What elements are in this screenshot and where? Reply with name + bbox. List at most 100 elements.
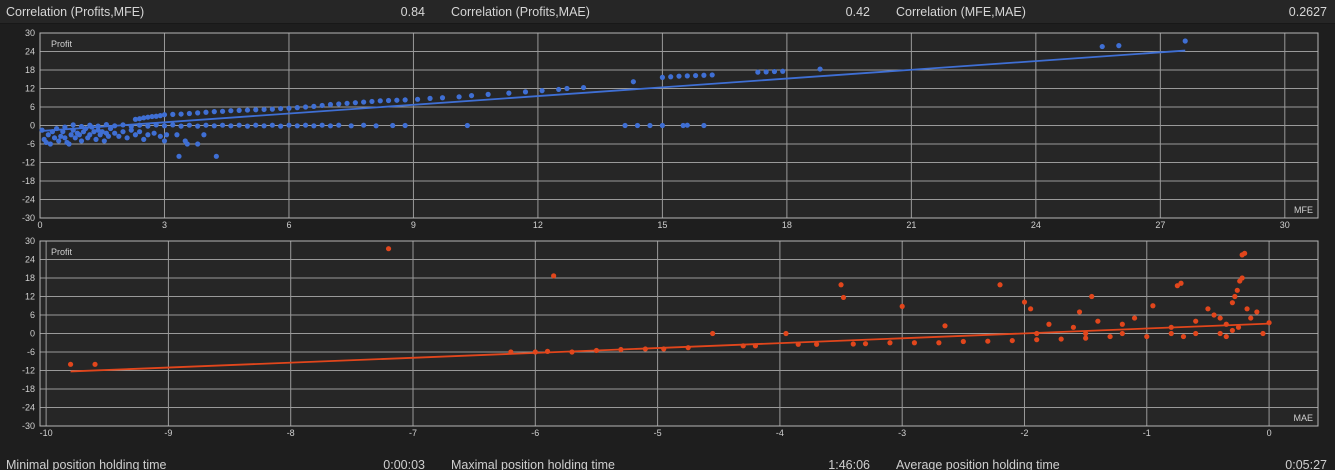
x-tick-label: -2	[1020, 428, 1028, 438]
y-tick-label: 18	[25, 273, 35, 283]
data-point	[1107, 333, 1113, 340]
data-point	[763, 69, 769, 75]
data-point	[211, 123, 217, 129]
data-point	[286, 122, 292, 128]
data-point	[311, 103, 317, 109]
data-point	[244, 107, 251, 113]
data-point	[1217, 330, 1223, 337]
data-point	[319, 102, 325, 109]
data-point	[1034, 337, 1040, 343]
data-point	[161, 112, 168, 118]
data-point	[960, 338, 966, 345]
x-tick-label: 30	[1280, 220, 1290, 230]
data-point	[1119, 330, 1125, 337]
y-tick-label: 30	[25, 28, 35, 38]
x-tick-label: -10	[40, 428, 53, 438]
data-point	[145, 114, 151, 120]
data-point	[151, 130, 157, 136]
data-point	[68, 132, 74, 138]
y-tick-label: 24	[25, 255, 35, 265]
data-point	[369, 98, 375, 105]
data-point	[402, 122, 408, 129]
data-point	[1234, 287, 1240, 293]
x-tick-label: -1	[1143, 428, 1151, 438]
data-point	[427, 95, 433, 101]
data-point	[936, 340, 942, 346]
y-tick-label: 18	[25, 65, 35, 75]
stat-corr-profits-mfe: Correlation (Profits,MFE) 0.84	[0, 0, 445, 23]
y-tick-label: -30	[22, 213, 35, 223]
data-point	[1217, 315, 1223, 321]
data-point	[468, 92, 475, 99]
data-point	[76, 132, 83, 138]
data-point	[116, 133, 122, 139]
data-point	[361, 99, 367, 105]
data-point	[783, 330, 789, 337]
data-point	[87, 122, 93, 128]
data-point	[336, 101, 342, 107]
y-tick-label: 0	[30, 121, 35, 131]
x-tick-label: 24	[1031, 220, 1041, 230]
x-tick-label: 18	[782, 220, 792, 230]
data-point	[1174, 283, 1180, 289]
data-point	[1070, 324, 1077, 330]
data-point	[1144, 333, 1150, 340]
data-point	[136, 129, 143, 135]
y-tick-label: 12	[25, 84, 35, 94]
data-point	[1099, 43, 1105, 50]
data-point	[261, 123, 267, 129]
data-point	[228, 108, 234, 114]
data-point	[219, 122, 226, 128]
data-point	[659, 74, 666, 80]
data-point	[141, 115, 147, 121]
x-tick-label: 15	[657, 220, 667, 230]
data-point	[1205, 306, 1211, 312]
data-point	[178, 123, 184, 129]
data-point	[278, 105, 284, 112]
data-point	[680, 122, 686, 129]
data-point	[219, 108, 226, 114]
stat-label: Average position holding time	[896, 458, 1060, 470]
y-tick-label: -30	[22, 421, 35, 431]
data-point	[327, 101, 334, 108]
y-tick-label: -18	[22, 384, 35, 394]
data-point	[43, 139, 49, 146]
x-tick-label: 12	[533, 220, 543, 230]
data-point	[136, 116, 143, 122]
data-point	[176, 153, 182, 159]
data-point	[701, 72, 707, 78]
data-point	[56, 138, 62, 144]
data-point	[485, 91, 491, 97]
x-tick-label: 6	[286, 220, 291, 230]
data-point	[647, 122, 653, 129]
data-point	[630, 79, 636, 85]
data-point	[186, 110, 192, 117]
data-point	[174, 132, 180, 138]
data-point	[506, 90, 512, 96]
data-point	[1028, 306, 1034, 312]
stats-top-bar: Correlation (Profits,MFE) 0.84 Correlati…	[0, 0, 1335, 24]
data-point	[211, 109, 217, 115]
data-point	[145, 132, 151, 138]
data-point	[269, 106, 275, 112]
stat-label: Minimal position holding time	[6, 458, 167, 470]
data-point	[132, 132, 139, 138]
data-point	[213, 153, 219, 159]
x-axis-label: MFE	[1294, 205, 1313, 215]
data-point	[228, 123, 234, 129]
data-point	[1131, 315, 1138, 321]
data-point	[1021, 299, 1028, 305]
data-point	[58, 133, 64, 139]
data-point	[203, 109, 209, 115]
data-point	[286, 105, 292, 111]
data-point	[394, 97, 400, 103]
data-point	[390, 122, 396, 129]
data-point	[112, 130, 118, 136]
data-point	[899, 303, 905, 309]
data-point	[710, 330, 716, 337]
data-point	[236, 107, 242, 113]
data-point	[771, 68, 778, 75]
data-point	[622, 122, 628, 129]
data-point	[105, 133, 112, 139]
